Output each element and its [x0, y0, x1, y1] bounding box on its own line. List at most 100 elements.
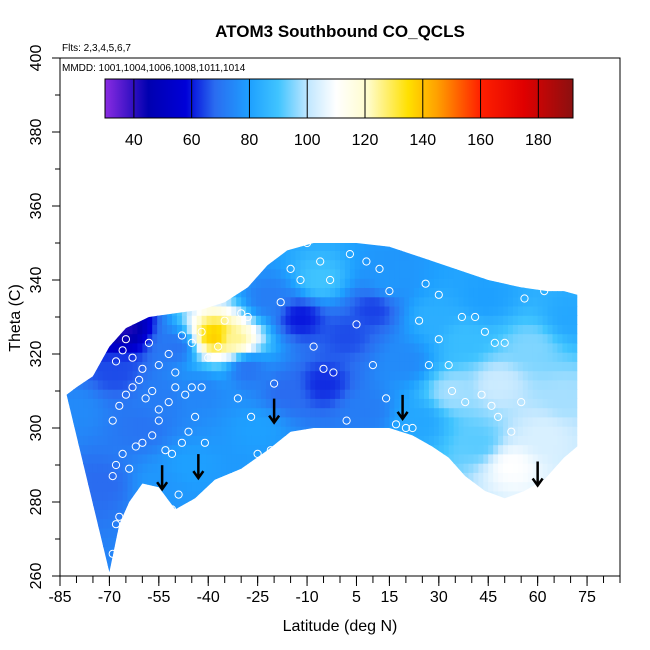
- field-cell: [458, 379, 465, 390]
- field-cell: [419, 259, 425, 270]
- field-cell: [567, 370, 573, 381]
- field-cell: [389, 232, 395, 242]
- field-cell: [458, 537, 465, 547]
- field-cell: [379, 259, 385, 270]
- field-cell: [369, 527, 376, 538]
- field-cell: [478, 472, 484, 483]
- field-cell: [498, 416, 504, 427]
- field-cell: [295, 546, 301, 557]
- field-cell: [349, 518, 356, 529]
- sample-point: [131, 516, 140, 525]
- field-cell: [66, 250, 69, 261]
- field-cell: [453, 407, 460, 418]
- field-cell: [349, 259, 356, 270]
- field-cell: [196, 315, 203, 325]
- field-cell: [181, 416, 188, 427]
- field-cell: [117, 426, 124, 436]
- field-cell: [364, 500, 371, 510]
- sample-point: [115, 401, 124, 410]
- field-cell: [335, 481, 341, 492]
- field-cell: [483, 370, 489, 381]
- field-cell: [181, 324, 188, 335]
- field-cell: [344, 259, 351, 270]
- field-cell: [157, 426, 163, 436]
- field-cell: [468, 564, 474, 573]
- field-cell: [547, 352, 553, 362]
- field-cell: [280, 259, 287, 270]
- field-cell: [152, 509, 158, 520]
- field-cell: [236, 416, 242, 427]
- field-cell: [73, 379, 79, 390]
- field-cell: [508, 352, 514, 362]
- field-cell: [562, 361, 568, 372]
- field-cell: [404, 379, 410, 390]
- field-cell: [349, 389, 356, 399]
- field-cell: [508, 490, 514, 501]
- field-cell: [537, 444, 544, 455]
- field-cell: [73, 342, 79, 353]
- field-cell: [241, 370, 247, 381]
- y-tick-label: 280: [28, 489, 45, 516]
- field-cell: [473, 232, 479, 242]
- field-cell: [275, 352, 282, 362]
- field-cell: [66, 379, 69, 390]
- field-cell: [354, 518, 361, 529]
- field-cell: [137, 296, 143, 307]
- field-cell: [92, 296, 99, 307]
- x-tick-label: 45: [479, 589, 497, 606]
- field-cell: [147, 333, 153, 344]
- field-cell: [582, 278, 588, 288]
- field-cell: [572, 500, 578, 510]
- field-cell: [280, 243, 287, 251]
- field-cell: [428, 546, 435, 557]
- field-cell: [147, 463, 153, 473]
- field-cell: [122, 564, 129, 573]
- field-cell: [216, 527, 222, 538]
- field-cell: [162, 259, 168, 270]
- field-cell: [241, 546, 247, 557]
- field-cell: [132, 527, 138, 538]
- field-cell: [88, 555, 94, 566]
- field-cell: [522, 518, 529, 529]
- field-cell: [384, 278, 390, 288]
- field-cell: [433, 305, 440, 316]
- field-cell: [354, 324, 361, 335]
- field-cell: [260, 259, 267, 270]
- field-cell: [404, 527, 410, 538]
- field-cell: [404, 324, 410, 335]
- field-cell: [66, 268, 69, 279]
- field-cell: [201, 315, 208, 325]
- field-cell: [102, 527, 109, 538]
- field-cell: [157, 379, 163, 390]
- field-cell: [443, 333, 450, 344]
- field-cell: [468, 444, 474, 455]
- field-cell: [542, 352, 549, 362]
- field-cell: [517, 379, 524, 390]
- field-cell: [522, 324, 529, 335]
- field-cell: [216, 361, 222, 372]
- field-cell: [191, 518, 198, 529]
- field-cell: [310, 324, 316, 335]
- field-cell: [256, 555, 262, 566]
- field-cell: [117, 555, 124, 566]
- field-cell: [384, 370, 390, 381]
- field-cell: [211, 444, 217, 455]
- field-cell: [122, 555, 129, 566]
- field-cell: [582, 389, 588, 399]
- field-cell: [335, 546, 341, 557]
- field-cell: [162, 564, 168, 573]
- field-cell: [197, 232, 203, 242]
- field-cell: [453, 370, 460, 381]
- field-cell: [206, 426, 213, 436]
- field-cell: [246, 342, 252, 353]
- field-cell: [374, 278, 381, 288]
- field-cell: [330, 444, 336, 455]
- sample-point: [375, 264, 384, 273]
- field-cell: [478, 296, 484, 307]
- field-cell: [567, 518, 573, 529]
- field-cell: [88, 527, 94, 538]
- field-cell: [448, 342, 455, 353]
- field-cell: [369, 463, 376, 473]
- field-cell: [97, 389, 104, 399]
- field-cell: [384, 324, 390, 335]
